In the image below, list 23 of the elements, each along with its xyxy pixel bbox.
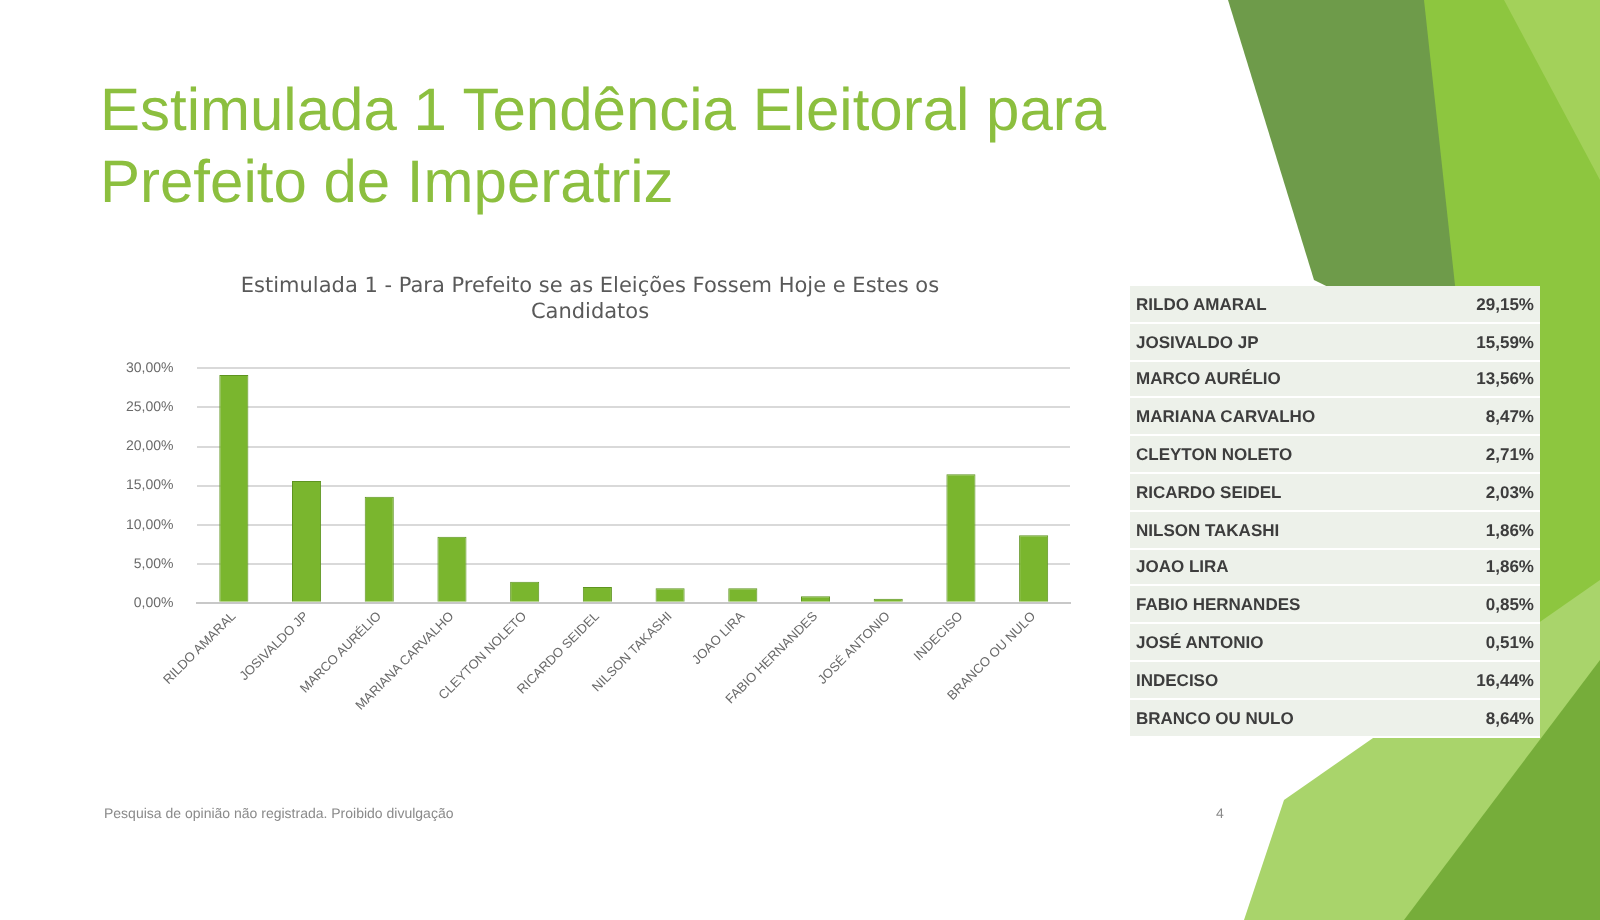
category-label: RILDO AMARAL [1130, 286, 1431, 323]
category-label: RICARDO SEIDEL [1130, 472, 1431, 511]
text: 16,44% [1476, 669, 1534, 690]
text: 15,59% [1476, 331, 1534, 352]
chart-subtitle: Estimulada 1 - Para Prefeito se as Eleições Fossem Hoje e Estes os Candidatos [240, 274, 940, 326]
text: 0,51% [1485, 632, 1534, 653]
category-label: BRANCO OU NULO [1130, 698, 1431, 737]
text: 13,56% [1476, 368, 1534, 389]
category-label: MARCO AURÉLIO [1130, 360, 1431, 398]
category-label: NILSON TAKASHI [1130, 510, 1431, 549]
category-label: CLEYTON NOLETO [1130, 435, 1431, 473]
chart-title: Estimulada 1 Tendência Eleitoral para Prefeito de Imperatriz [100, 76, 1109, 220]
text: 2,71% [1485, 444, 1534, 465]
text: 8,47% [1485, 406, 1534, 427]
category-label: JOSIVALDO JP [1130, 322, 1431, 361]
text: 1,86% [1485, 556, 1534, 577]
category-label: MARIANA CARVALHO [1130, 397, 1431, 436]
text: 29,15% [1476, 293, 1534, 314]
text: 0,85% [1485, 594, 1534, 615]
text: 1,86% [1485, 519, 1534, 540]
text: 8,64% [1485, 707, 1534, 728]
category-label: JOAO LIRA [1130, 548, 1431, 586]
text: 2,03% [1485, 481, 1534, 502]
